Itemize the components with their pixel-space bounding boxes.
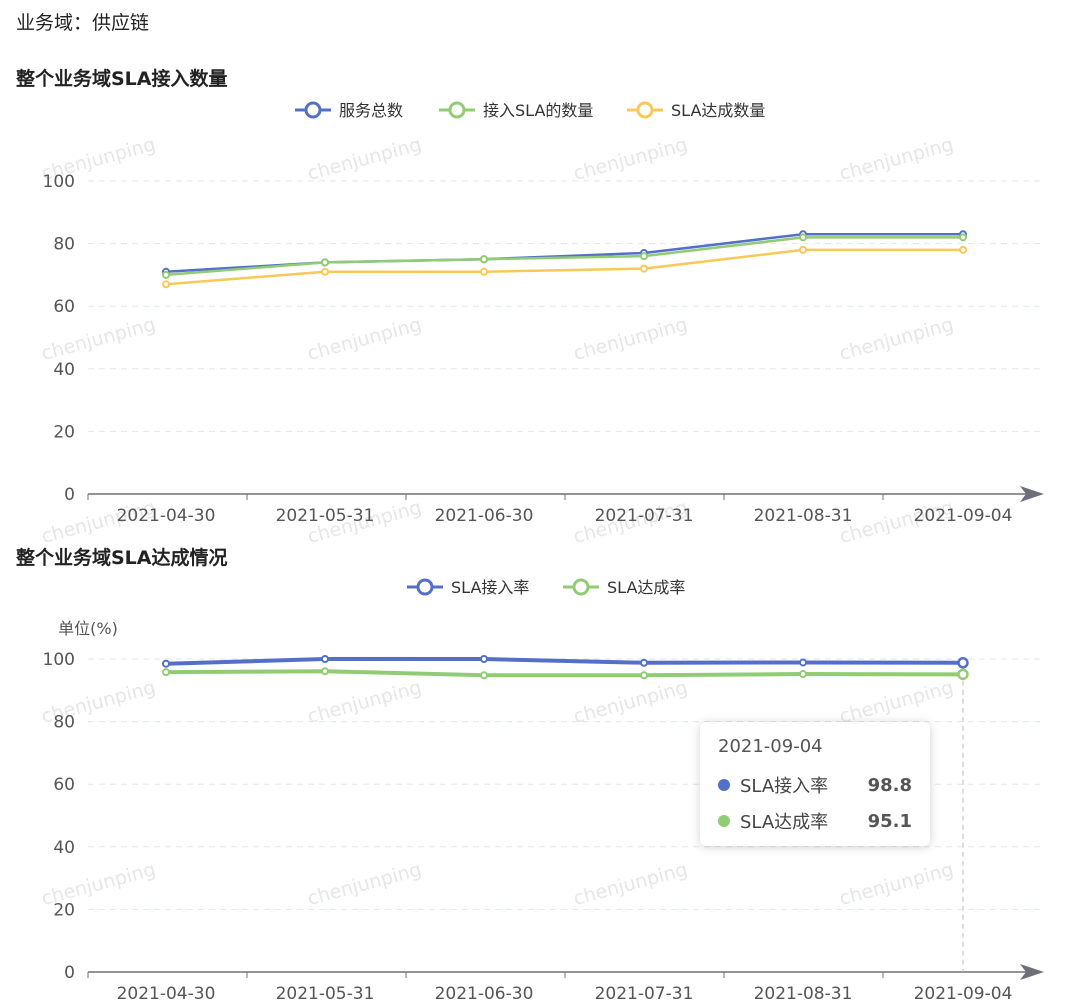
series-dot-icon bbox=[718, 779, 730, 791]
data-point bbox=[799, 245, 807, 254]
x-tick-label: 2021-08-31 bbox=[754, 506, 853, 526]
tooltip-series-value: 95.1 bbox=[867, 810, 912, 832]
watermark-text: chenjunping bbox=[305, 858, 424, 910]
data-point bbox=[321, 655, 329, 663]
data-point bbox=[640, 264, 648, 273]
legend-label: SLA接入率 bbox=[451, 578, 529, 597]
data-point bbox=[321, 667, 329, 676]
y-tick-label: 0 bbox=[64, 963, 75, 983]
y-tick-label: 60 bbox=[53, 775, 75, 795]
data-point bbox=[640, 252, 648, 261]
domain-label: 业务域：供应链 bbox=[16, 12, 150, 34]
data-point bbox=[799, 233, 807, 242]
data-point bbox=[321, 267, 329, 276]
legend-label: 服务总数 bbox=[339, 101, 403, 120]
tooltip-date: 2021-09-04 bbox=[718, 736, 823, 757]
data-point bbox=[321, 258, 329, 267]
data-point bbox=[480, 267, 488, 276]
y-tick-label: 100 bbox=[43, 650, 75, 670]
x-tick-label: 2021-07-31 bbox=[595, 506, 694, 526]
legend-circle-icon bbox=[448, 101, 466, 119]
legend-label: SLA达成数量 bbox=[671, 101, 765, 120]
tooltip-row: SLA接入率 98.8 bbox=[718, 767, 912, 803]
tooltip-row: SLA达成率 95.1 bbox=[718, 803, 912, 839]
legend-label: 接入SLA的数量 bbox=[483, 101, 593, 120]
y-tick-label: 60 bbox=[53, 297, 75, 317]
chart-tooltip: 2021-09-04 SLA接入率 98.8 SLA达成率 95.1 bbox=[700, 722, 930, 846]
legend-circle-icon bbox=[636, 101, 654, 119]
x-tick-label: 2021-04-30 bbox=[117, 506, 216, 526]
data-point bbox=[162, 659, 170, 668]
series-line-2 bbox=[165, 236, 963, 277]
x-tick-label: 2021-06-30 bbox=[435, 506, 534, 526]
x-tick-label: 2021-04-30 bbox=[117, 984, 216, 1004]
watermark-text: chenjunping bbox=[837, 858, 956, 910]
y-tick-label: 40 bbox=[53, 360, 75, 380]
data-point bbox=[799, 670, 807, 679]
y-axis-unit-label: 单位(%) bbox=[58, 619, 118, 638]
x-tick-label: 2021-05-31 bbox=[276, 506, 375, 526]
sla-count-line-chart: chenjunping chenjunping chenjunping chenjun… bbox=[39, 101, 1044, 548]
data-point bbox=[162, 270, 170, 279]
x-tick-label: 2021-09-04 bbox=[914, 984, 1013, 1004]
legend-label: SLA达成率 bbox=[607, 578, 685, 597]
x-tick-label: 2021-06-30 bbox=[435, 984, 534, 1004]
data-point bbox=[162, 668, 170, 677]
x-tick-label: 2021-05-31 bbox=[276, 984, 375, 1004]
data-point bbox=[640, 671, 648, 680]
y-tick-label: 100 bbox=[43, 172, 75, 192]
data-point bbox=[799, 658, 807, 667]
x-tick-label: 2021-08-31 bbox=[754, 984, 853, 1004]
series-dot-icon bbox=[718, 815, 730, 827]
watermark-text: chenjunping bbox=[571, 676, 690, 728]
data-point bbox=[640, 658, 648, 667]
tooltip-series-name: SLA接入率 bbox=[740, 776, 829, 797]
y-tick-label: 80 bbox=[53, 235, 75, 255]
y-tick-label: 0 bbox=[64, 485, 75, 505]
data-point bbox=[957, 668, 969, 681]
x-tick-label: 2021-09-04 bbox=[914, 506, 1013, 526]
data-point bbox=[480, 671, 488, 680]
legend-circle-icon bbox=[304, 101, 322, 119]
x-axis-arrow-icon bbox=[1020, 964, 1044, 980]
data-point bbox=[480, 255, 488, 264]
y-tick-label: 20 bbox=[53, 900, 75, 920]
watermark-text: chenjunping bbox=[837, 676, 956, 728]
y-tick-label: 40 bbox=[53, 838, 75, 858]
chart-title-sla-count: 整个业务域SLA接入数量 bbox=[16, 68, 228, 90]
watermark-text: chenjunping bbox=[571, 858, 690, 910]
y-tick-label: 20 bbox=[53, 422, 75, 442]
x-axis-arrow-icon bbox=[1020, 486, 1044, 502]
data-point bbox=[959, 233, 967, 242]
tooltip-series-value: 98.8 bbox=[867, 774, 912, 796]
x-tick-label: 2021-07-31 bbox=[595, 984, 694, 1004]
legend-circle-icon bbox=[416, 578, 434, 596]
legend-circle-icon bbox=[572, 578, 590, 596]
watermark-text: chenjunping bbox=[305, 676, 424, 728]
data-point bbox=[162, 280, 170, 289]
series-line-3 bbox=[165, 248, 963, 286]
data-point bbox=[957, 657, 969, 669]
tooltip-series-name: SLA达成率 bbox=[740, 812, 829, 833]
data-point bbox=[959, 245, 967, 254]
series-line-1 bbox=[165, 657, 964, 666]
chart-title-sla-rate: 整个业务域SLA达成情况 bbox=[16, 547, 228, 569]
series-line-2 bbox=[165, 669, 964, 678]
y-tick-label: 80 bbox=[53, 713, 75, 733]
data-point bbox=[480, 655, 488, 663]
